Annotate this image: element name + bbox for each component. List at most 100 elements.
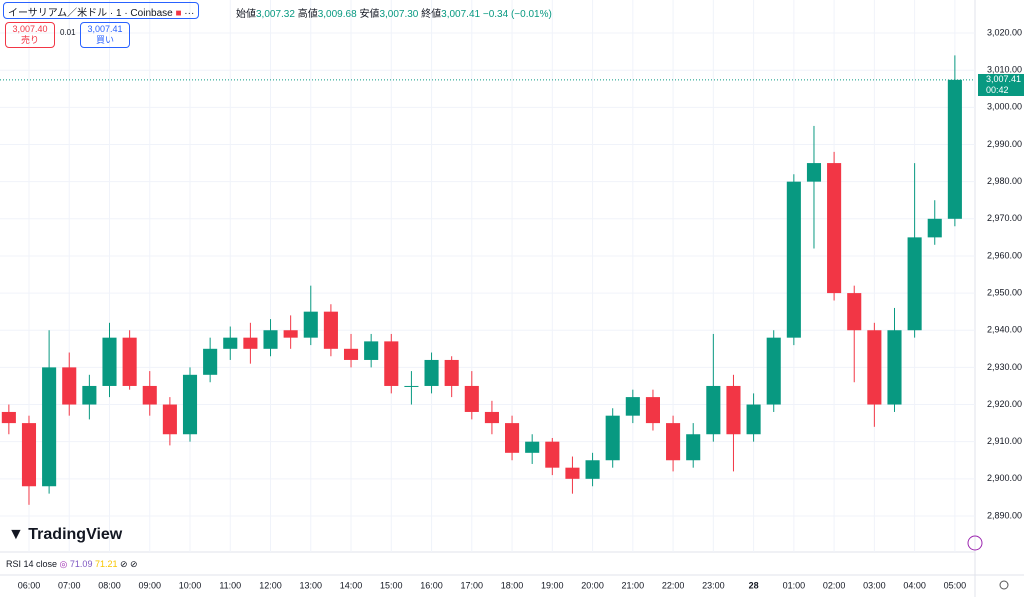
- y-tick-label: 2,950.00: [987, 287, 1022, 297]
- ohlc: 始値3,007.32 高値3,009.68 安値3,007.30 終値3,007…: [236, 5, 552, 20]
- x-tick-label: 10:00: [179, 580, 202, 590]
- x-tick-label: 28: [749, 580, 759, 590]
- candle-body: [62, 367, 77, 405]
- x-tick-label: 13:00: [300, 580, 323, 590]
- y-tick-label: 2,920.00: [987, 399, 1022, 409]
- candle-body: [303, 311, 318, 338]
- candle-body: [203, 348, 218, 375]
- x-tick-label: 04:00: [903, 580, 926, 590]
- x-tick-label: 07:00: [58, 580, 81, 590]
- x-tick-label: 23:00: [702, 580, 725, 590]
- y-tick-label: 3,010.00: [987, 65, 1022, 75]
- symbol: イーサリアム／米ドル · 1 · Coinbase: [8, 8, 173, 19]
- x-tick-label: 20:00: [581, 580, 604, 590]
- candle-body: [867, 330, 882, 405]
- sell-price: 3,007.40: [12, 24, 48, 34]
- rsi-value: 71.09: [69, 559, 93, 569]
- candle-body: [605, 415, 620, 461]
- high-label: 高値: [297, 9, 318, 20]
- candle-body: [1, 411, 16, 424]
- candle-body: [42, 367, 57, 487]
- x-tick-label: 06:00: [18, 580, 41, 590]
- y-tick-label: 2,970.00: [987, 213, 1022, 223]
- logo-text: TradingView: [28, 526, 123, 543]
- candle-body: [645, 397, 660, 424]
- x-tick-label: 22:00: [662, 580, 685, 590]
- candle-body: [343, 348, 359, 360]
- candle-body: [686, 434, 701, 461]
- spread: 0.01: [60, 28, 76, 37]
- countdown: 00:42: [986, 85, 1009, 95]
- candle-body: [706, 385, 721, 435]
- candle-body: [766, 337, 781, 405]
- logo: ▼ TradingView: [8, 526, 123, 543]
- alert-icon[interactable]: [967, 535, 983, 551]
- y-tick-label: 2,900.00: [987, 473, 1022, 483]
- candle-body: [847, 293, 862, 331]
- candle-body: [806, 163, 822, 182]
- x-tick-label: 18:00: [501, 580, 524, 590]
- candle-body: [364, 341, 379, 360]
- open: 3,007.32: [256, 9, 295, 20]
- candle-body: [102, 337, 117, 386]
- candle-body: [585, 460, 600, 479]
- y-tick-label: 3,020.00: [987, 27, 1022, 37]
- price-tag-value: 3,007.41: [986, 74, 1022, 84]
- candle-body: [565, 467, 580, 479]
- candle-body: [484, 411, 499, 424]
- x-tick-label: 17:00: [461, 580, 484, 590]
- x-tick-label: 14:00: [340, 580, 363, 590]
- candle-body: [444, 359, 459, 386]
- close: 3,007.41: [441, 9, 481, 20]
- buy-label: 買い: [95, 35, 114, 45]
- candle-body: [122, 337, 137, 386]
- x-tick-label: 19:00: [541, 580, 564, 590]
- y-tick-label: 3,000.00: [987, 102, 1022, 112]
- open-label: 始値: [236, 9, 256, 20]
- y-tick-label: 2,980.00: [987, 176, 1022, 186]
- candle-body: [243, 337, 258, 349]
- rsi-label: RSI 14 close: [6, 559, 58, 569]
- sell-label: 売り: [20, 35, 39, 45]
- candle-body: [82, 385, 97, 405]
- candle-body: [947, 79, 962, 219]
- candle-body: [887, 330, 902, 405]
- high: 3,009.68: [317, 9, 357, 20]
- candle-body: [323, 311, 338, 349]
- candle-body: [505, 423, 520, 453]
- low: 3,007.30: [379, 9, 419, 20]
- y-tick-label: 2,930.00: [987, 362, 1022, 372]
- y-tick-label: 2,890.00: [987, 510, 1022, 520]
- settings-icon[interactable]: [999, 580, 1009, 590]
- candle-body: [404, 385, 419, 387]
- symbol-box[interactable]: イーサリアム／米ドル · 1 · Coinbase ■ ···: [3, 2, 200, 19]
- candle-body: [666, 423, 681, 461]
- sell-button[interactable]: 3,007.40 売り: [5, 22, 55, 48]
- candle-body: [907, 237, 922, 331]
- x-tick-label: 01:00: [783, 580, 806, 590]
- candle-body: [142, 385, 157, 405]
- x-tick-label: 21:00: [622, 580, 645, 590]
- y-tick-label: 2,940.00: [987, 325, 1022, 335]
- y-tick-label: 2,960.00: [987, 250, 1022, 260]
- candle-body: [786, 181, 801, 338]
- candle-body: [545, 441, 560, 468]
- candle-body: [424, 359, 439, 386]
- rsi-ma: 71.21: [94, 559, 118, 569]
- x-tick-label: 05:00: [944, 580, 967, 590]
- change: −0.34 (−0.01%): [482, 9, 552, 20]
- buy-button[interactable]: 3,007.41 買い: [80, 22, 130, 48]
- x-tick-label: 08:00: [98, 580, 121, 590]
- candle-body: [927, 218, 942, 238]
- candle-body: [726, 385, 741, 435]
- low-label: 安値: [359, 9, 380, 20]
- candle-body: [263, 330, 278, 349]
- y-tick-label: 2,990.00: [987, 139, 1022, 149]
- close-label: 終値: [421, 9, 442, 20]
- x-tick-label: 03:00: [863, 580, 886, 590]
- candle-body: [21, 423, 37, 487]
- candle-body: [182, 374, 198, 435]
- candle-body: [223, 337, 238, 349]
